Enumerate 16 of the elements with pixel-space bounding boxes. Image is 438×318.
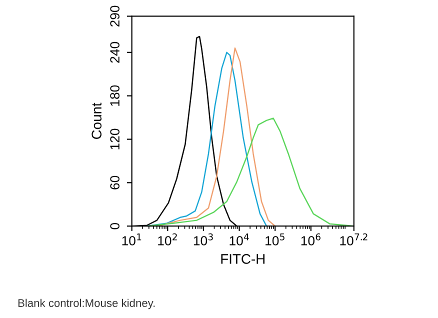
- y-tick-label: 290: [110, 6, 120, 27]
- x-tick-label: 10$^{7.2}$: [340, 233, 368, 246]
- y-tick-label: 0: [110, 222, 120, 230]
- x-tick-label: 10$^{5}$: [266, 234, 284, 246]
- y-axis-title: Count: [92, 102, 102, 139]
- x-tick-label: 10$^{6}$: [301, 233, 320, 246]
- x-axis-title: FITC-H: [221, 254, 264, 264]
- y-tick-label: 120: [110, 128, 120, 150]
- y-tick-label: 60: [110, 176, 120, 190]
- x-tick-label: 10$^{3}$: [194, 233, 213, 246]
- x-tick-label: 10$^{4}$: [230, 234, 249, 246]
- text: Blank control:Mouse kidney.: [18, 298, 155, 310]
- x-tick-label: 10$^{1}$: [122, 234, 142, 246]
- x-tick-label: 10$^{2}$: [158, 233, 177, 246]
- y-tick-label: 240: [110, 42, 120, 63]
- y-tick-label: 180: [110, 85, 120, 106]
